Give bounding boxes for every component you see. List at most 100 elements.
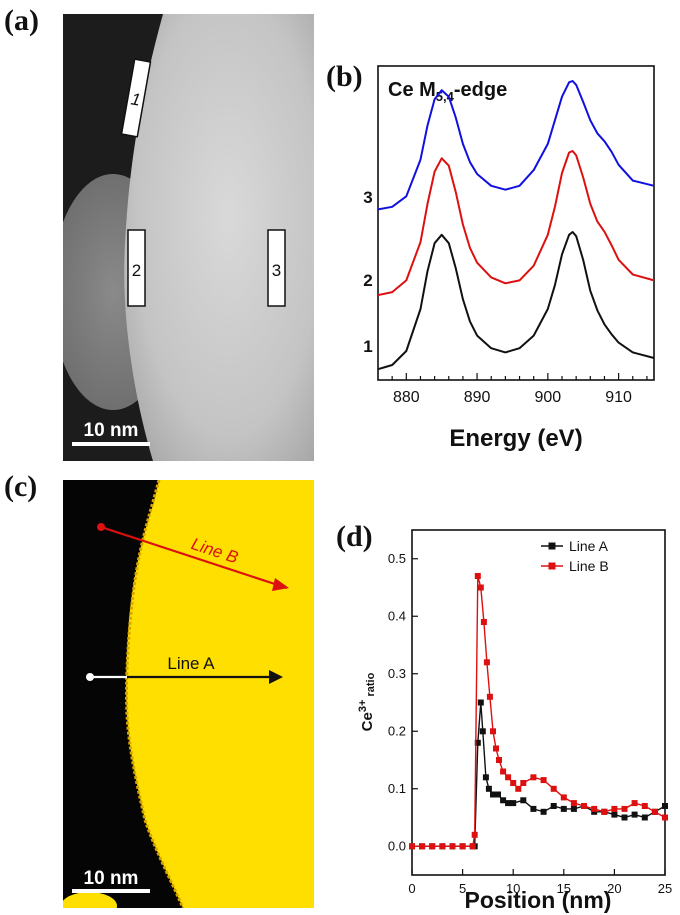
legend-line-a-marker [548, 542, 556, 550]
legend-line-a-label: Line A [569, 538, 609, 554]
profile-point-b [471, 831, 478, 838]
profile-point-b [601, 808, 608, 815]
profile-point-b [641, 803, 648, 809]
line-b-start-dot [97, 523, 105, 531]
profile-point-b [429, 843, 436, 850]
x-tick-label-b: 910 [605, 389, 632, 406]
scale-bar-a [72, 442, 150, 446]
y-tick-label-d: 0.1 [388, 781, 406, 796]
profile-point-b [449, 843, 456, 850]
ce3-ratio-chart: 0 5 10 15 20 25 0.0 0.1 0.2 0.3 0.4 0.5 Line A Line… [357, 529, 672, 913]
chart-d-ylabel: Ce3+ ratio [357, 672, 377, 731]
profile-point-b [540, 777, 547, 784]
x-tick-label-d: 25 [658, 881, 672, 896]
line-a-arrowhead [269, 670, 283, 684]
spectrum-line-1 [377, 231, 655, 371]
profile-point-b [520, 780, 527, 786]
profile-point-a [510, 800, 517, 807]
profile-point-a [662, 803, 668, 809]
profile-point-a [495, 791, 501, 798]
profile-point-b [570, 800, 577, 807]
profile-point-b [510, 780, 517, 786]
profile-point-b [651, 808, 658, 815]
x-tick-label-b: 900 [534, 389, 561, 406]
scale-bar-c [72, 889, 150, 893]
panel-label-a: (a) [4, 4, 39, 37]
profile-point-b [515, 785, 522, 792]
profile-point-b [505, 774, 512, 781]
legend-line-b-label: Line B [569, 558, 609, 574]
spectrum-line-2 [377, 150, 655, 297]
ce-map-image-c: Line B Line A 10 nm [63, 480, 314, 908]
profile-line-b [412, 575, 666, 847]
profile-point-b [493, 745, 499, 752]
profile-line-a [412, 702, 666, 847]
profile-point-a [505, 800, 512, 807]
profile-point-b [500, 768, 507, 775]
profile-point-b [581, 803, 587, 809]
x-tick-label-b: 890 [464, 389, 491, 406]
profile-point-b [419, 843, 426, 850]
roi-label-3: 3 [272, 261, 281, 280]
profile-point-b [483, 659, 490, 666]
profile-point-b [662, 814, 668, 821]
profile-point-b [621, 805, 628, 812]
profile-point-b [474, 573, 481, 579]
large-particle [124, 14, 314, 461]
profile-point-b [486, 693, 493, 700]
map-corner-blob [63, 892, 117, 908]
map-particle [126, 480, 314, 908]
profile-point-b [490, 728, 496, 735]
y-tick-label-d: 0.5 [388, 551, 406, 566]
y-tick-label-d: 0.2 [388, 723, 406, 738]
profile-point-a [500, 797, 507, 804]
profile-point-a [520, 797, 527, 804]
profile-point-b [496, 757, 502, 763]
stem-image-a: 1 2 3 10 nm [63, 14, 314, 461]
map-particle-edge [124, 480, 185, 908]
profile-point-a [560, 805, 567, 812]
profile-point-a [611, 811, 618, 818]
line-b-arrowhead [272, 578, 289, 591]
profile-point-a [530, 805, 537, 812]
legend-line-b-marker [548, 562, 556, 570]
y-tick-label-d: 0.3 [388, 666, 406, 681]
profile-point-b [550, 785, 557, 792]
profile-point-b [459, 843, 466, 850]
roi-label-2: 2 [132, 261, 141, 280]
profile-point-a [540, 808, 547, 815]
profile-point-a [477, 699, 484, 706]
x-tick-label-d: 10 [506, 881, 520, 896]
y-tick-label-d: 0.0 [388, 838, 406, 853]
spectrum-label-2: 2 [363, 271, 372, 290]
roi-label-1: 1 [129, 89, 142, 109]
x-tick-label-b: 880 [393, 389, 420, 406]
plot-frame-d [411, 529, 666, 876]
profile-point-a [490, 791, 496, 798]
x-tick-label-d: 0 [408, 881, 415, 896]
line-a-label: Line A [167, 654, 215, 673]
plot-frame-b [377, 65, 655, 381]
profile-point-a [550, 803, 557, 809]
spectrum-line-3 [377, 80, 655, 211]
x-tick-label-d: 5 [459, 881, 466, 896]
eels-spectra-chart: Ce M5,4-edge 1 2 3 880 890 900 910 Energy (eV… [363, 65, 655, 452]
profile-point-b [409, 843, 415, 850]
chart-b-title: Ce M5,4-edge [388, 79, 507, 104]
y-tick-label-d: 0.4 [388, 608, 406, 623]
profile-point-b [530, 774, 537, 781]
profile-point-b [591, 805, 598, 812]
profile-point-a [474, 739, 481, 746]
panel-label-c: (c) [4, 470, 38, 503]
profile-point-b [480, 619, 487, 625]
panel-label-d: (d) [336, 520, 373, 553]
x-tick-label-d: 15 [557, 881, 571, 896]
line-a-start-dot [86, 673, 94, 681]
profile-point-b [560, 794, 567, 801]
profile-point-b [631, 800, 638, 807]
profile-point-a [641, 814, 648, 821]
roi-box-3: 3 [267, 229, 286, 307]
legend-d: Line A Line B [541, 538, 609, 574]
chart-d-xlabel: Position (nm) [465, 887, 612, 913]
roi-box-2: 2 [127, 229, 146, 307]
